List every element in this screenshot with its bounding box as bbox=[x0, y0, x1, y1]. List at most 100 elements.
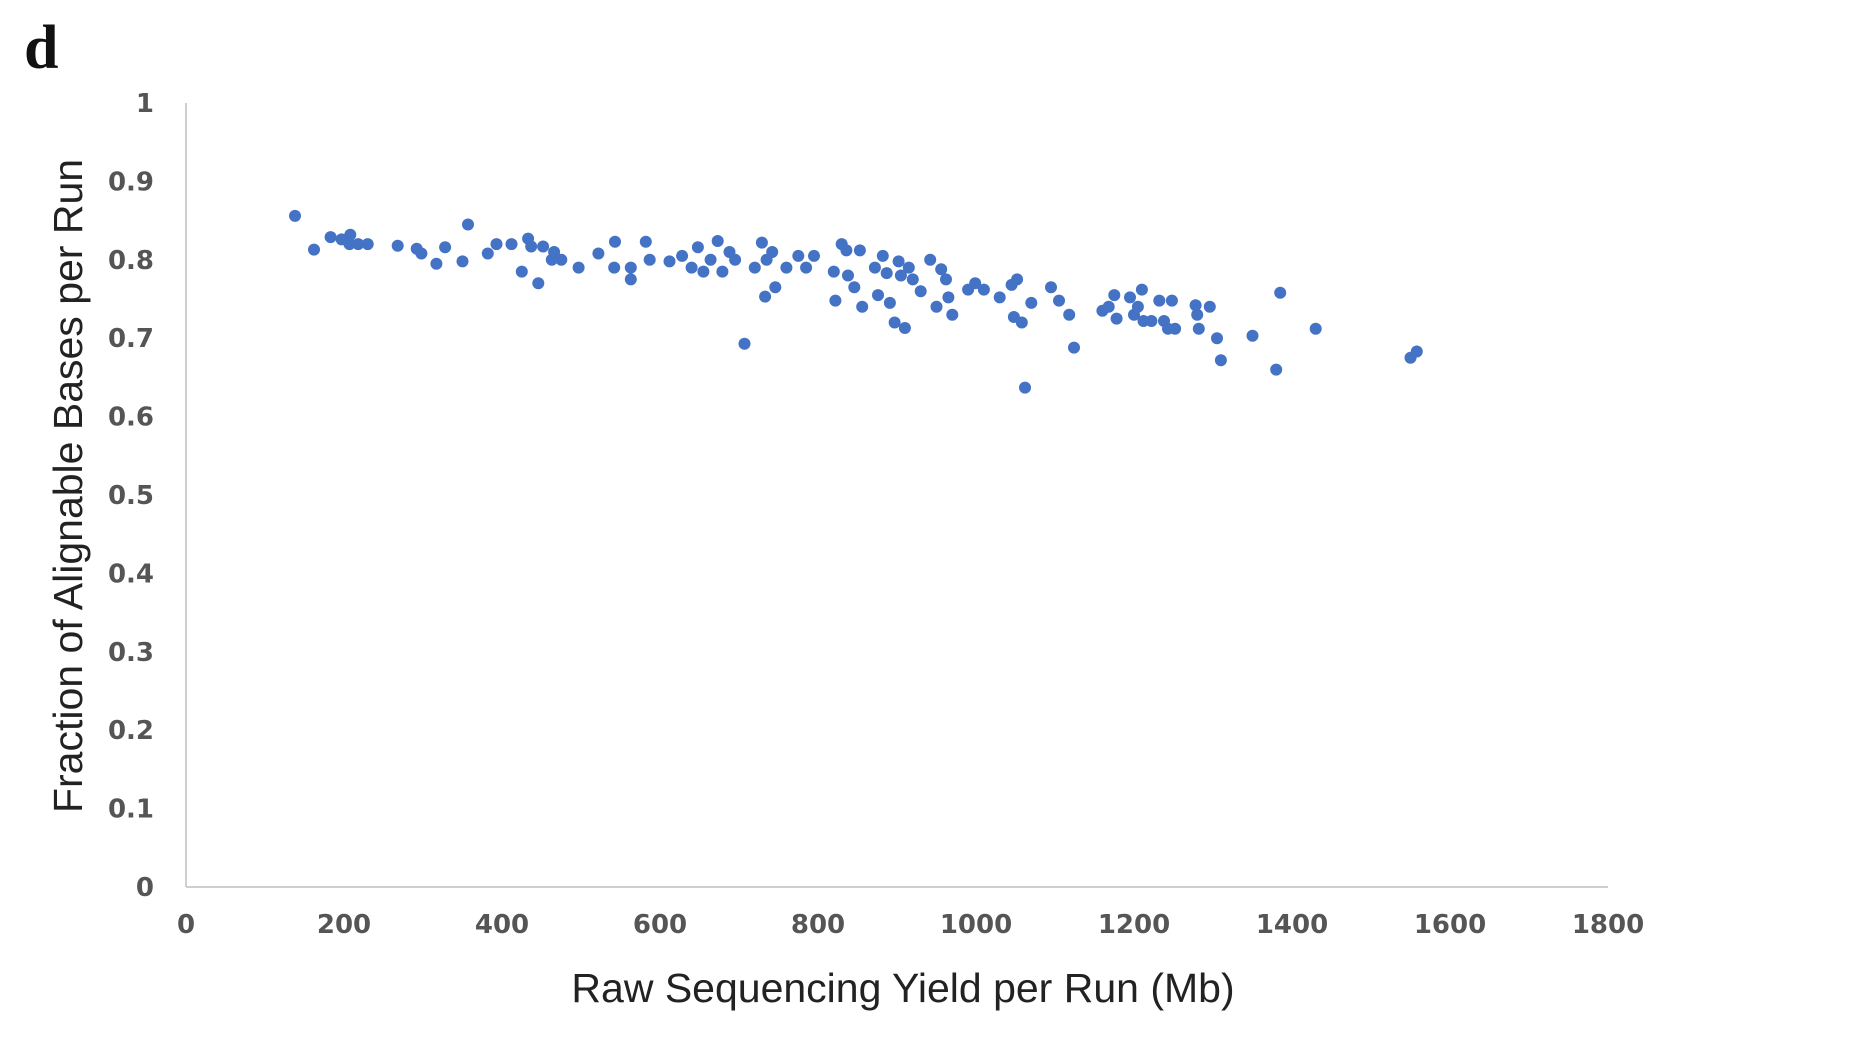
data-point bbox=[1191, 308, 1204, 321]
data-point bbox=[1110, 312, 1123, 325]
data-point bbox=[902, 261, 915, 274]
data-point bbox=[1102, 300, 1115, 313]
data-point bbox=[391, 239, 404, 252]
data-point bbox=[1246, 329, 1259, 342]
data-point bbox=[548, 246, 561, 258]
data-point bbox=[930, 300, 943, 313]
data-point bbox=[430, 257, 443, 270]
data-point bbox=[439, 241, 452, 254]
x-tick-label: 1200 bbox=[1098, 910, 1170, 940]
x-tick-label: 400 bbox=[475, 910, 529, 940]
data-point bbox=[624, 273, 637, 286]
data-point bbox=[853, 244, 866, 257]
x-tick-label: 200 bbox=[317, 910, 371, 940]
data-point bbox=[856, 300, 869, 313]
data-point bbox=[1274, 286, 1287, 299]
data-point bbox=[1192, 322, 1205, 335]
data-point bbox=[685, 261, 698, 274]
data-point bbox=[808, 249, 820, 262]
data-point bbox=[1124, 291, 1136, 304]
data-point bbox=[592, 247, 605, 260]
x-tick-label: 1000 bbox=[940, 910, 1012, 940]
x-tick-label: 1600 bbox=[1414, 910, 1486, 940]
data-point bbox=[1165, 294, 1178, 307]
data-point bbox=[1045, 281, 1057, 294]
y-tick-label: 0.3 bbox=[108, 638, 154, 668]
data-point bbox=[555, 253, 568, 266]
data-point bbox=[1011, 273, 1024, 286]
data-point bbox=[676, 249, 689, 262]
data-point bbox=[840, 244, 853, 257]
data-point bbox=[888, 316, 901, 329]
data-point bbox=[848, 281, 861, 294]
data-point bbox=[456, 255, 469, 268]
y-tick-label: 0 bbox=[136, 873, 154, 903]
data-point bbox=[1153, 294, 1166, 307]
data-point bbox=[1270, 363, 1283, 376]
data-point bbox=[1108, 289, 1121, 302]
data-point bbox=[800, 261, 813, 274]
data-point bbox=[324, 231, 337, 244]
data-points bbox=[289, 209, 1423, 394]
data-point bbox=[729, 253, 742, 266]
data-point bbox=[755, 236, 768, 249]
data-point bbox=[609, 235, 621, 248]
y-tick-label: 0.6 bbox=[108, 403, 154, 433]
y-tick-label: 0.8 bbox=[108, 246, 154, 276]
data-point bbox=[481, 247, 494, 260]
data-point bbox=[308, 243, 320, 256]
y-tick-label: 0.7 bbox=[108, 324, 154, 354]
y-tick-labels: 0 0.1 0.2 0.3 0.4 0.5 0.6 0.7 0.8 0.9 1 bbox=[108, 89, 154, 903]
data-point bbox=[639, 235, 652, 248]
data-point bbox=[525, 240, 538, 253]
data-point bbox=[769, 281, 782, 294]
data-point bbox=[1169, 322, 1182, 335]
data-point bbox=[691, 241, 704, 254]
data-point bbox=[1131, 300, 1144, 313]
data-point bbox=[876, 249, 889, 262]
data-point bbox=[1189, 299, 1202, 312]
data-point bbox=[883, 296, 896, 309]
y-axis-title: Fraction of Alignable Bases per Run bbox=[45, 159, 91, 813]
data-point bbox=[940, 273, 952, 286]
data-point bbox=[1063, 308, 1076, 321]
x-tick-label: 800 bbox=[791, 910, 845, 940]
data-point bbox=[780, 261, 793, 274]
data-point bbox=[1025, 296, 1038, 309]
x-tick-labels: 0 200 400 600 800 1000 1200 1400 1600 1800 bbox=[177, 910, 1644, 940]
data-point bbox=[462, 218, 474, 231]
data-point bbox=[827, 265, 840, 278]
data-point bbox=[716, 265, 729, 278]
data-point bbox=[759, 290, 772, 303]
data-point bbox=[1211, 332, 1223, 345]
data-point bbox=[829, 294, 842, 307]
data-point bbox=[643, 253, 656, 266]
x-tick-label: 0 bbox=[177, 910, 195, 940]
data-point bbox=[1203, 300, 1216, 313]
data-point bbox=[924, 253, 937, 266]
x-axis-title: Raw Sequencing Yield per Run (Mb) bbox=[571, 965, 1234, 1011]
data-point bbox=[872, 289, 884, 302]
data-point bbox=[624, 261, 637, 274]
data-point bbox=[1135, 283, 1148, 296]
data-point bbox=[977, 283, 990, 296]
y-tick-label: 0.9 bbox=[108, 167, 154, 197]
data-point bbox=[892, 255, 905, 268]
y-tick-label: 0.1 bbox=[108, 795, 154, 825]
data-point bbox=[894, 269, 907, 282]
data-point bbox=[344, 228, 357, 241]
data-point bbox=[880, 267, 893, 280]
data-point bbox=[515, 265, 528, 278]
data-point bbox=[914, 285, 927, 298]
data-point bbox=[906, 273, 919, 286]
data-point bbox=[1053, 294, 1065, 307]
data-point bbox=[711, 235, 724, 247]
data-point bbox=[1309, 322, 1322, 335]
data-point bbox=[697, 265, 710, 278]
data-point bbox=[993, 291, 1006, 304]
data-point bbox=[1214, 354, 1227, 367]
data-point bbox=[969, 277, 982, 290]
y-tick-label: 0.2 bbox=[108, 716, 154, 746]
